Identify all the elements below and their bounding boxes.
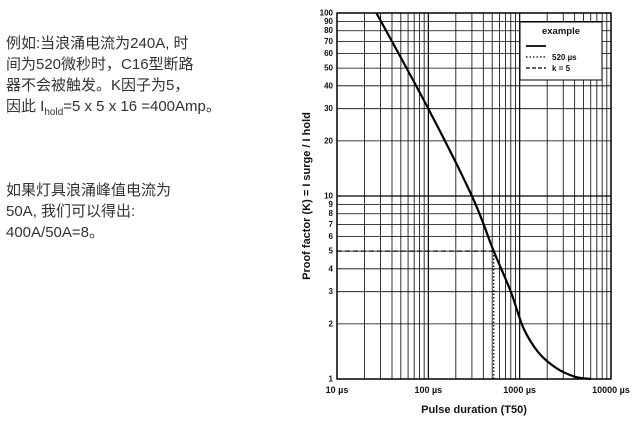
example-line-2: 间为520微秒时，C16型断路 [6, 56, 194, 73]
y-tick-label: 5 [329, 247, 334, 256]
x-tick-label: 10 µs [326, 385, 349, 395]
y-tick-label: 30 [324, 104, 333, 113]
x-tick-label: 1000 µs [503, 385, 536, 395]
legend-label-dotted: 520 µs [552, 53, 577, 62]
y-tick-label: 70 [324, 37, 333, 46]
y-tick-label: 20 [324, 136, 333, 145]
ihold-equation: =5 x 5 x 16 =400Amp。 [63, 98, 221, 115]
legend-title: example [542, 26, 580, 37]
x-axis-title: Pulse duration (T50) [421, 404, 527, 416]
conclusion-line-3: 400A/50A=8。 [6, 224, 104, 241]
y-tick-label: 40 [324, 81, 333, 90]
ihold-subscript: hold [44, 107, 64, 118]
y-tick-label: 6 [329, 232, 334, 241]
conclusion-paragraph: 如果灯具浪涌峰值电流为 50A, 我们可以得出: 400A/50A=8。 [6, 180, 171, 243]
y-axis-title: Proof factor (K) = I surge / I hold [301, 112, 313, 280]
conclusion-line-1: 如果灯具浪涌峰值电流为 [6, 182, 172, 199]
legend-box [519, 21, 603, 81]
y-tick-label: 1 [329, 375, 334, 384]
y-tick-label: 80 [324, 26, 333, 35]
y-tick-label: 7 [329, 220, 334, 229]
x-tick-label: 100 µs [414, 385, 442, 395]
y-tick-label: 3 [329, 287, 334, 296]
y-tick-label: 60 [324, 49, 333, 58]
example-line-1: 例如:当浪涌电流为240A, 时 [6, 35, 189, 52]
y-tick-label: 100 [320, 9, 334, 18]
y-tick-label: 9 [329, 200, 334, 209]
example-line-4: 因此 Ihold=5 x 5 x 16 =400Amp。 [6, 96, 221, 118]
plot-frame [336, 12, 612, 380]
y-tick-label: 50 [324, 64, 333, 73]
y-tick-label: 8 [329, 209, 334, 218]
ihold-prefix: 因此 I [6, 98, 45, 115]
y-tick-label: 2 [329, 319, 334, 328]
x-tick-label: 10000 µs [592, 385, 630, 395]
legend-label-dashed: k = 5 [552, 64, 571, 73]
y-tick-label: 10 [324, 192, 333, 201]
example-paragraph: 例如:当浪涌电流为240A, 时 间为520微秒时，C16型断路 器不会被触发。… [6, 33, 221, 118]
example-line-3: 器不会被触发。K因子为5， [6, 77, 190, 94]
conclusion-line-2: 50A, 我们可以得出: [6, 203, 136, 220]
y-tick-label: 4 [329, 264, 334, 273]
proof-factor-curve [375, 12, 591, 381]
y-tick-label: 90 [324, 17, 333, 26]
